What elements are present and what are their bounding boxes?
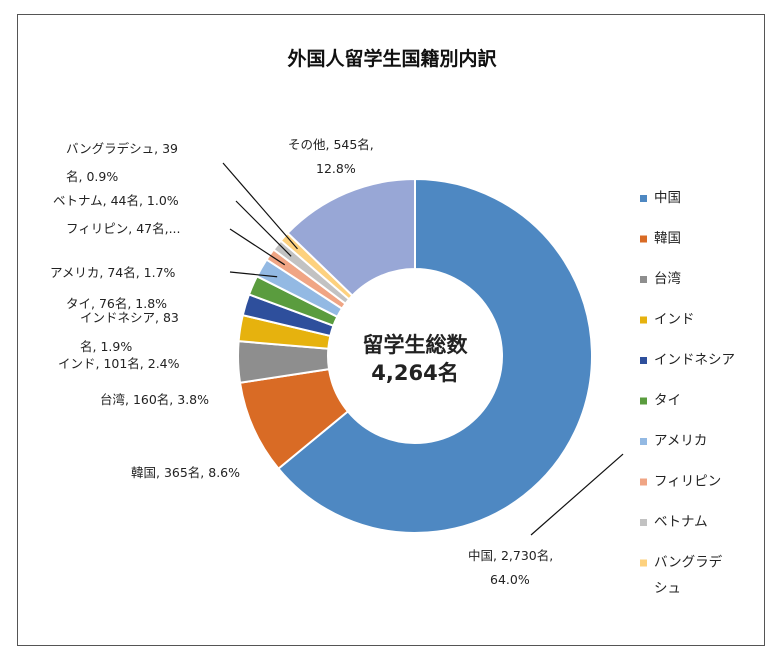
- data-label-中国: 中国, 2,730名, 64.0%: [468, 548, 553, 587]
- leader-lines-group: [222, 162, 624, 536]
- legend-entry-フィリピン: フィリピン: [654, 474, 721, 490]
- legend-swatch-タイ: [640, 397, 647, 405]
- leader-line-中国: [530, 453, 624, 536]
- data-label-フィリピン: フィリピン, 47名,...: [66, 221, 181, 236]
- legend-swatch-インドネシア: [640, 357, 647, 364]
- center-label-line-2: 4,264名: [371, 361, 458, 385]
- center-label-group: 留学生総数 4,264名: [363, 333, 469, 385]
- data-label-タイ: タイ, 76名, 1.8%: [66, 296, 167, 311]
- slice-中国: [277, 177, 593, 534]
- chart-title: 外国人留学生国籍別内訳: [287, 47, 497, 70]
- data-label-韓国: 韓国, 365名, 8.6%: [131, 465, 240, 480]
- slices-group: [237, 177, 593, 534]
- data-label-アメリカ: アメリカ, 74名, 1.7%: [50, 265, 176, 280]
- leader-line-ベトナム: [235, 200, 292, 257]
- legend-swatch-バングラデシュ: [640, 559, 647, 567]
- legend-entry-インド: インド: [654, 312, 695, 328]
- leader-line-バングラデシュ: [222, 162, 298, 250]
- data-label-インドネシア: インドネシア, 83 名, 1.9%: [80, 310, 179, 354]
- legend-swatch-韓国: [640, 235, 647, 243]
- legend-entry-インドネシア: インドネシア: [654, 352, 735, 368]
- data-labels-group: 中国, 2,730名, 64.0% 韓国, 365名, 8.6% 台湾, 160名, …: [50, 137, 553, 587]
- legend-entry-タイ: タイ: [654, 393, 681, 409]
- legend-entry-中国: 中国: [654, 190, 681, 206]
- chart-frame: 外国人留学生国籍別内訳 中国, 2,730名, 64.0% 韓国, 365名, 8.…: [17, 14, 765, 646]
- slice-その他: [286, 177, 416, 297]
- data-label-インド: インド, 101名, 2.4%: [58, 356, 180, 371]
- legend-swatch-インド: [640, 316, 647, 324]
- legend-swatch-ベトナム: [640, 519, 647, 526]
- data-label-その他: その他, 545名, 12.8%: [288, 137, 374, 176]
- center-label-line-1: 留学生総数: [363, 333, 469, 357]
- legend-entry-台湾: 台湾: [654, 270, 681, 287]
- data-label-台湾: 台湾, 160名, 3.8%: [100, 392, 209, 407]
- data-label-ベトナム: ベトナム, 44名, 1.0%: [53, 193, 179, 208]
- legend-swatch-フィリピン: [640, 478, 647, 486]
- legend-entry-アメリカ: アメリカ: [654, 433, 707, 449]
- legend-swatch-台湾: [640, 276, 647, 283]
- legend-entry-バングラデシュ: バングラデシュ: [654, 554, 723, 597]
- legend-swatch-アメリカ: [640, 438, 647, 445]
- legend-swatch-中国: [640, 195, 647, 202]
- data-label-バングラデシュ: バングラデシュ, 39 名, 0.9%: [66, 141, 178, 184]
- leader-line-フィリピン: [229, 228, 286, 266]
- legend-entry-韓国: 韓国: [654, 231, 681, 247]
- leader-line-アメリカ: [229, 271, 278, 278]
- legend-entry-ベトナム: ベトナム: [654, 514, 708, 530]
- donut-chart: 外国人留学生国籍別内訳 中国, 2,730名, 64.0% 韓国, 365名, 8.…: [50, 47, 735, 597]
